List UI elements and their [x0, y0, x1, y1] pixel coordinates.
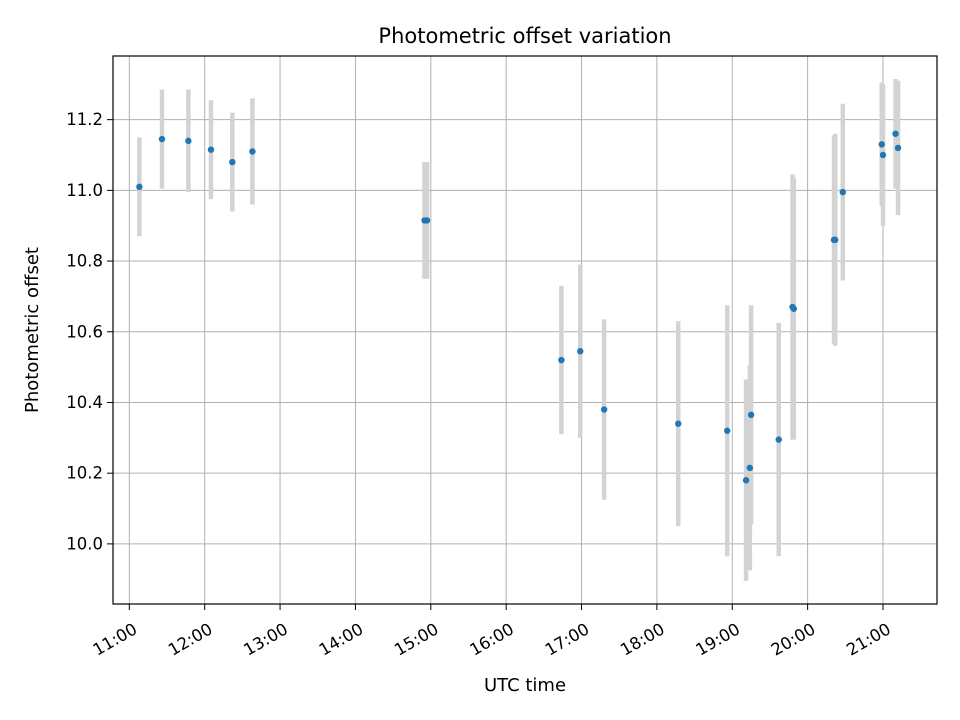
- data-point: [775, 436, 782, 443]
- data-points: [136, 130, 902, 484]
- data-point: [249, 148, 256, 155]
- plot-frame: [112, 55, 938, 605]
- data-point: [136, 183, 143, 191]
- y-tick-label: 10.6: [66, 322, 103, 341]
- y-tick-label: 10.0: [66, 534, 103, 553]
- data-point: [185, 137, 192, 145]
- y-tick-label: 10.4: [66, 393, 103, 412]
- data-point: [742, 477, 750, 484]
- data-point: [878, 141, 885, 148]
- data-point: [894, 144, 902, 152]
- data-point: [724, 427, 731, 434]
- data-point: [879, 151, 887, 159]
- y-tick-label: 10.8: [66, 252, 103, 271]
- data-point: [746, 464, 754, 472]
- data-point: [839, 188, 846, 196]
- data-point: [558, 356, 565, 364]
- y-tick-label: 11.2: [66, 110, 103, 129]
- x-axis-label: UTC time: [484, 675, 566, 696]
- data-point: [207, 146, 215, 153]
- y-axis-label: Photometric offset: [22, 247, 43, 413]
- y-tick-label: 10.2: [66, 464, 103, 483]
- data-point: [892, 130, 899, 137]
- data-point: [158, 135, 166, 143]
- chart-title: Photometric offset variation: [378, 24, 671, 48]
- y-tick-label: 11.0: [66, 181, 103, 200]
- data-point: [675, 420, 682, 427]
- data-point: [423, 217, 431, 224]
- data-point: [600, 406, 608, 413]
- data-point: [790, 305, 798, 312]
- data-point: [832, 236, 839, 244]
- data-point: [577, 348, 584, 355]
- data-point: [747, 411, 755, 419]
- data-point: [229, 158, 236, 166]
